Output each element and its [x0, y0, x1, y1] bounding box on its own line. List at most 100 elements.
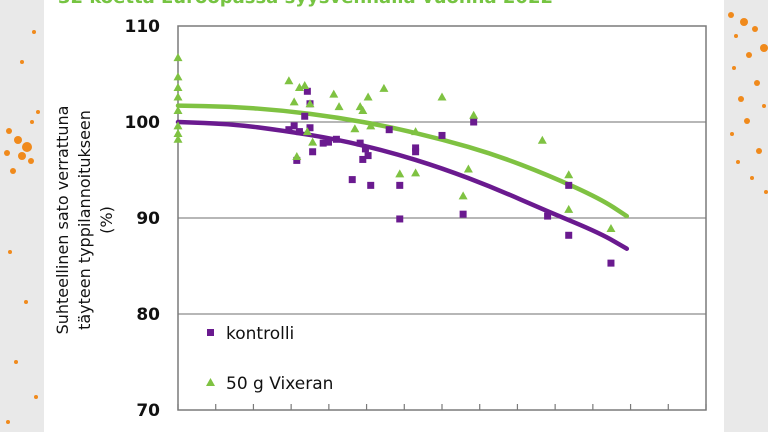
- data-point: [332, 135, 340, 143]
- decorative-dot: [730, 132, 734, 136]
- data-point: [363, 92, 373, 101]
- decorative-dot: [764, 190, 768, 194]
- decorative-dot: [18, 152, 26, 160]
- data-point: [412, 144, 420, 152]
- data-point: [284, 76, 294, 85]
- data-point: [606, 224, 616, 233]
- y-axis-label-line: (%): [97, 206, 116, 234]
- decorative-dot: [14, 136, 22, 144]
- decorative-dot: [750, 176, 754, 180]
- data-point: [469, 110, 479, 119]
- data-point: [306, 124, 314, 132]
- decorative-dot: [24, 300, 28, 304]
- decorative-dot: [734, 34, 738, 38]
- data-point: [395, 169, 405, 178]
- decorative-dot: [14, 360, 18, 364]
- data-point: [173, 121, 183, 130]
- decorative-dot: [28, 158, 34, 164]
- legend-entry: kontrolli: [226, 324, 294, 344]
- data-point: [358, 105, 368, 114]
- data-point: [309, 148, 317, 156]
- data-point: [356, 139, 364, 147]
- data-point: [544, 212, 552, 220]
- legend-marker: [207, 329, 214, 336]
- y-axis-label-line: Suhteellinen sato verrattuna: [53, 106, 72, 335]
- data-point: [396, 215, 404, 223]
- decorative-dot: [34, 395, 38, 399]
- y-axis-tick-labels: 70 80 90 100 110: [125, 17, 161, 421]
- decorative-dot: [746, 52, 752, 58]
- legend-entry: 50 g Vixeran: [226, 374, 333, 394]
- data-point: [385, 126, 393, 134]
- data-point: [324, 138, 332, 146]
- decorative-dot: [744, 118, 750, 124]
- data-point: [359, 155, 367, 163]
- decorative-dot: [32, 30, 36, 34]
- chart-grid: [178, 121, 706, 315]
- data-point: [289, 97, 299, 106]
- data-point: [173, 53, 183, 62]
- data-point: [607, 259, 615, 267]
- data-point: [565, 181, 573, 189]
- data-point: [361, 145, 369, 153]
- data-point: [411, 127, 421, 136]
- chart-legend: kontrolli 50 g Vixeran: [206, 324, 333, 394]
- decorative-dot: [740, 18, 748, 26]
- decorative-dot: [4, 150, 10, 156]
- x-axis-ticks: [177, 404, 707, 410]
- decorative-side-panel-left: [0, 0, 44, 432]
- decorative-dot: [756, 148, 762, 154]
- y-tick-label: 90: [136, 209, 160, 229]
- data-point: [463, 164, 473, 173]
- decorative-dot: [6, 420, 10, 424]
- data-point: [329, 89, 339, 98]
- data-point: [173, 129, 183, 138]
- data-point: [459, 210, 467, 218]
- data-point: [564, 170, 574, 179]
- data-point: [364, 152, 372, 160]
- decorative-dot: [6, 128, 12, 134]
- y-tick-label: 110: [125, 17, 161, 37]
- data-point: [173, 134, 183, 143]
- data-point: [173, 105, 183, 114]
- decorative-dot: [22, 142, 32, 152]
- data-point: [334, 102, 344, 111]
- decorative-dot: [736, 160, 740, 164]
- data-point: [411, 168, 421, 177]
- y-axis-label-line: täyteen typpilannoitukseen: [75, 110, 94, 330]
- data-point: [292, 152, 302, 161]
- data-point: [319, 139, 327, 147]
- decorative-dot: [754, 80, 760, 86]
- data-point: [367, 181, 375, 189]
- data-point: [379, 83, 389, 92]
- data-point: [537, 135, 547, 144]
- decorative-dot: [30, 120, 34, 124]
- y-axis-label: Suhteellinen sato verrattuna täyteen typp…: [53, 106, 116, 335]
- data-point: [302, 127, 312, 136]
- data-point: [173, 72, 183, 81]
- decorative-dot: [760, 44, 768, 52]
- data-point: [173, 92, 183, 101]
- data-point: [290, 122, 298, 130]
- data-points: [173, 53, 616, 267]
- decorative-dot: [10, 168, 16, 174]
- data-point: [305, 99, 315, 108]
- trendline: [175, 119, 630, 251]
- y-tick-label: 70: [136, 401, 160, 421]
- decorative-dot: [728, 12, 734, 18]
- data-point: [348, 176, 356, 184]
- data-point: [295, 128, 303, 136]
- decorative-dot: [738, 96, 744, 102]
- data-point: [396, 181, 404, 189]
- data-point: [565, 231, 573, 239]
- data-point: [350, 124, 360, 133]
- decorative-dot: [36, 110, 40, 114]
- y-tick-label: 80: [136, 305, 160, 325]
- decorative-dot: [762, 104, 766, 108]
- data-point: [300, 81, 310, 90]
- data-point: [470, 118, 478, 126]
- data-point: [412, 148, 420, 156]
- data-point: [366, 121, 376, 130]
- chart-title: 32 koetta Euroopassa syysvehnällä vuonna…: [58, 0, 718, 8]
